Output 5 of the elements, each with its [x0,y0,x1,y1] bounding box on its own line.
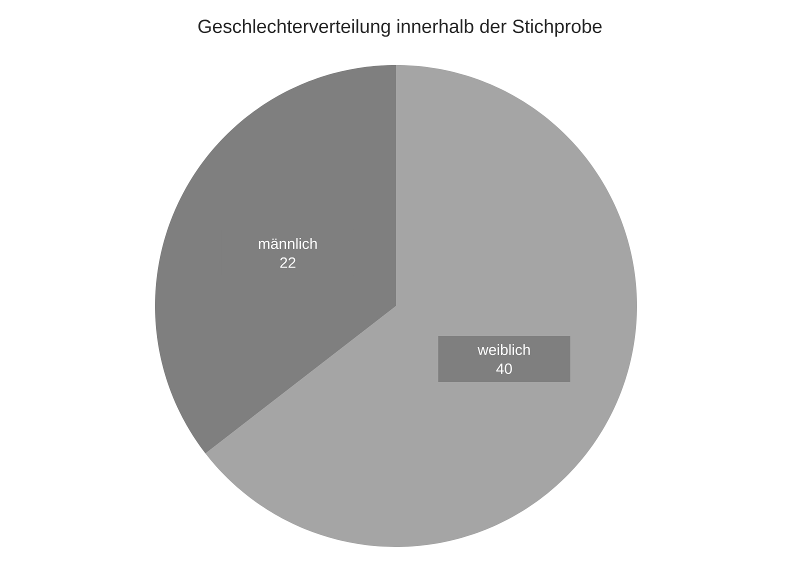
slice-label: weiblich [478,344,530,356]
slice-label: männlich [258,238,317,250]
data-label: 40 [496,363,512,374]
chart-title: Geschlechterverteilung innerhalb der Stichprobe [198,19,602,37]
data-label: 22 [280,257,296,268]
